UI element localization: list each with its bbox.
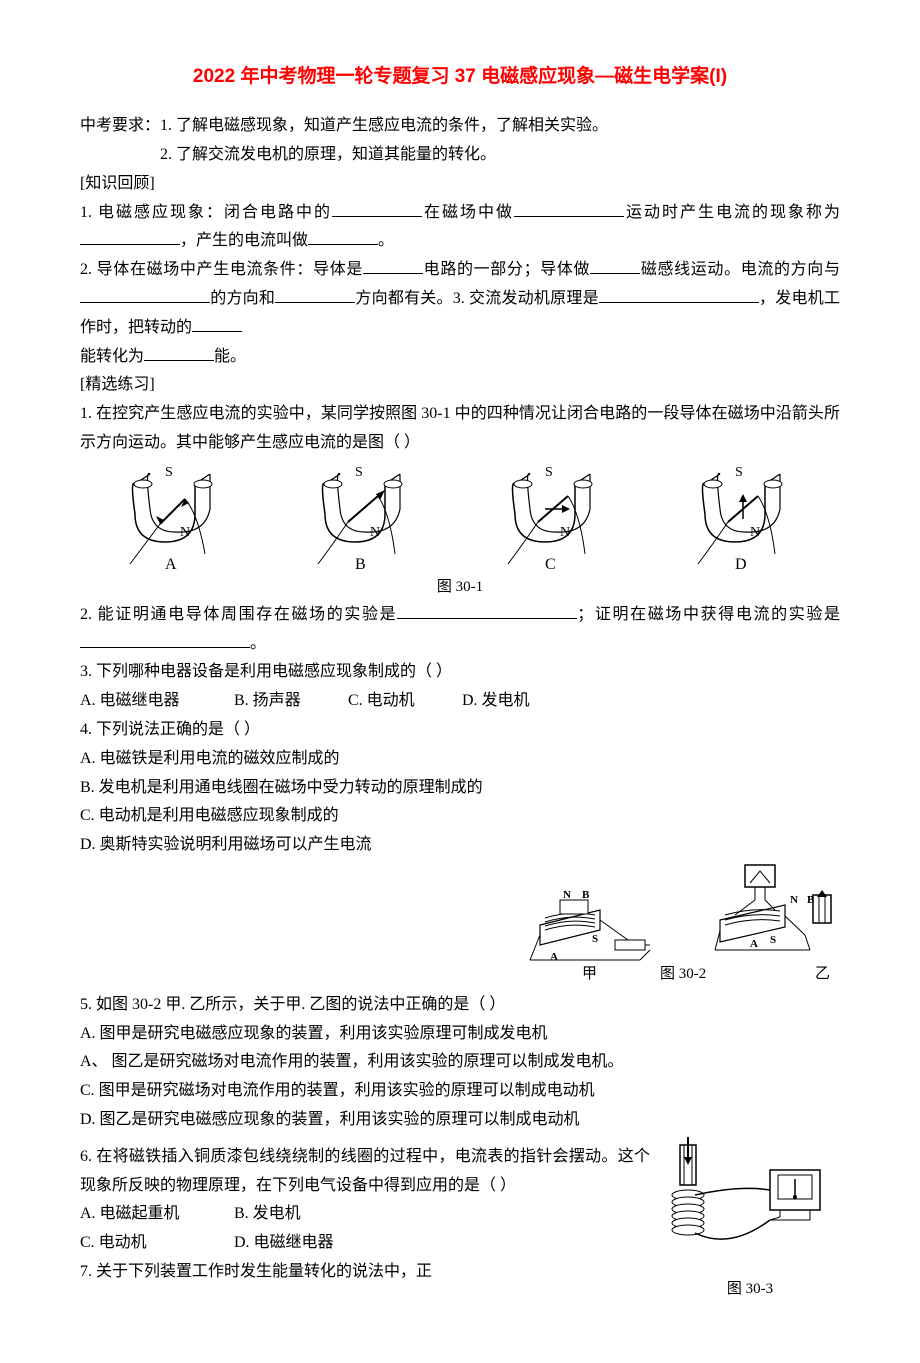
k2e: 方向都有关。3. 交流发动机原理是 [355, 290, 599, 307]
blank [80, 286, 210, 303]
blank [192, 315, 242, 332]
q5D: D. 图乙是研究电磁感应现象的装置，利用该实验的原理可以制成电动机 [80, 1106, 840, 1135]
fig30-3-icon [660, 1135, 840, 1265]
k1b: 在磁场中做 [422, 204, 514, 221]
blank [590, 257, 640, 274]
q2c: 。 [250, 635, 266, 652]
figure-30-3: 图 30-3 [660, 1135, 840, 1303]
k2c: 磁感线运动。电流的方向与 [640, 261, 840, 278]
fig30-3-caption: 图 30-3 [660, 1276, 840, 1303]
k2h: 能。 [214, 348, 246, 365]
blank [599, 286, 759, 303]
q2b: ；证明在磁场中获得电流的实验是 [577, 606, 840, 623]
magnet-a-icon: S N A [110, 464, 240, 574]
label-b: B [355, 556, 366, 573]
blank [397, 602, 577, 619]
q3-options: A. 电磁继电器 B. 扬声器 C. 电动机 D. 发电机 [80, 687, 840, 716]
k1e: 。 [378, 232, 394, 249]
k2d: 的方向和 [210, 290, 275, 307]
label-a: A [165, 556, 177, 573]
q5C: C. 图甲是研究磁场对电流作用的装置，利用该实验的原理可以制成电动机 [80, 1077, 840, 1106]
q4B: B. 发电机是利用通电线圈在磁场中受力转动的原理制成的 [80, 774, 840, 803]
q4D: D. 奥斯特实验说明利用磁场可以产生电流 [80, 831, 840, 860]
k1-line: 1. 电磁感应现象：闭合电路中的 在磁场中做 运动时产生电流的现象称为 ，产生的电流叫… [80, 199, 840, 257]
q4: 4. 下列说法正确的是（ ） [80, 716, 840, 745]
q2a: 2. 能证明通电导体周围存在磁场的实验是 [80, 606, 397, 623]
k1a: 1. 电磁感应现象：闭合电路中的 [80, 204, 332, 221]
magnet-d-icon: S N D [680, 464, 810, 574]
fig30-2-right: 乙 [815, 966, 830, 980]
q5B: A、 图乙是研究磁场对电流作用的装置，利用该实验的原理可以制成发电机。 [80, 1048, 840, 1077]
label-n: N [370, 525, 380, 540]
label-n: N [750, 525, 760, 540]
svg-text:N: N [790, 894, 798, 906]
section-practice: [精选练习] [80, 371, 840, 400]
k2b: 电路的一部分；导体做 [423, 261, 590, 278]
magnet-c-icon: S N C [490, 464, 620, 574]
figure-30-1: S N A S N B S N C [80, 464, 840, 574]
q2-line: 2. 能证明通电导体周围存在磁场的实验是 ；证明在磁场中获得电流的实验是。 [80, 601, 840, 659]
label-n: N [560, 525, 570, 540]
magnet-b-icon: S N B [300, 464, 430, 574]
blank [514, 200, 624, 217]
blank [80, 228, 180, 245]
q6B: B. 发电机 [234, 1200, 301, 1229]
blank [275, 286, 355, 303]
blank [80, 631, 250, 648]
svg-text:B: B [582, 889, 590, 901]
q4A: A. 电磁铁是利用电流的磁效应制成的 [80, 745, 840, 774]
q3: 3. 下列哪种电器设备是利用电磁感应现象制成的（ ） [80, 658, 840, 687]
section-knowledge: [知识回顾] [80, 170, 840, 199]
label-s: S [165, 465, 173, 480]
q5A: A. 图甲是研究电磁感应现象的装置，利用该实验原理可制成发电机 [80, 1020, 840, 1049]
q6D: D. 电磁继电器 [234, 1229, 334, 1258]
k2g: 能转化为 [80, 348, 144, 365]
blank [363, 257, 423, 274]
q6C: C. 电动机 [80, 1229, 230, 1258]
blank [308, 228, 378, 245]
svg-text:S: S [770, 934, 776, 946]
page-title: 2022 年中考物理一轮专题复习 37 电磁感应现象—磁生电学案(I) [80, 60, 840, 94]
fig30-2-left: 甲 [582, 966, 597, 980]
svg-text:S: S [592, 933, 598, 945]
svg-text:A: A [750, 938, 758, 950]
q3B: B. 扬声器 [234, 687, 344, 716]
q3C: C. 电动机 [348, 687, 458, 716]
requirements-line1: 中考要求：1. 了解电磁感现象，知道产生感应电流的条件，了解相关实验。 [80, 112, 840, 141]
q6A: A. 电磁起重机 [80, 1200, 230, 1229]
fig30-1-caption: 图 30-1 [80, 574, 840, 601]
blank [332, 200, 422, 217]
k1c: 运动时产生电流的现象称为 [624, 204, 840, 221]
label-s: S [545, 465, 553, 480]
blank [144, 344, 214, 361]
label-d: D [735, 556, 747, 573]
q3D: D. 发电机 [462, 687, 530, 716]
fig30-2-caption: 图 30-2 [660, 965, 706, 980]
q3A: A. 电磁继电器 [80, 687, 230, 716]
fig30-2-icon: N B A S 甲 图 30-2 N B A S [510, 860, 840, 980]
figure-30-2: N B A S 甲 图 30-2 N B A S [510, 860, 840, 991]
k2a: 2. 导体在磁场中产生电流条件：导体是 [80, 261, 363, 278]
label-s: S [735, 465, 743, 480]
k2-line: 2. 导体在磁场中产生电流条件：导体是 电路的一部分；导体做 磁感线运动。电流的方向… [80, 256, 840, 371]
label-s: S [355, 465, 363, 480]
svg-text:A: A [550, 951, 558, 963]
req1: 1. 了解电磁感现象，知道产生感应电流的条件，了解相关实验。 [160, 117, 608, 134]
svg-text:N: N [563, 889, 571, 901]
label-c: C [545, 556, 556, 573]
q1: 1. 在控究产生感应电流的实验中，某同学按照图 30-1 中的四种情况让闭合电路… [80, 400, 840, 458]
k1d: ，产生的电流叫做 [180, 232, 308, 249]
req-label: 中考要求： [80, 117, 160, 134]
q4C: C. 电动机是利用电磁感应现象制成的 [80, 802, 840, 831]
label-n: N [180, 525, 190, 540]
req2: 2. 了解交流发电机的原理，知道其能量的转化。 [80, 141, 840, 170]
